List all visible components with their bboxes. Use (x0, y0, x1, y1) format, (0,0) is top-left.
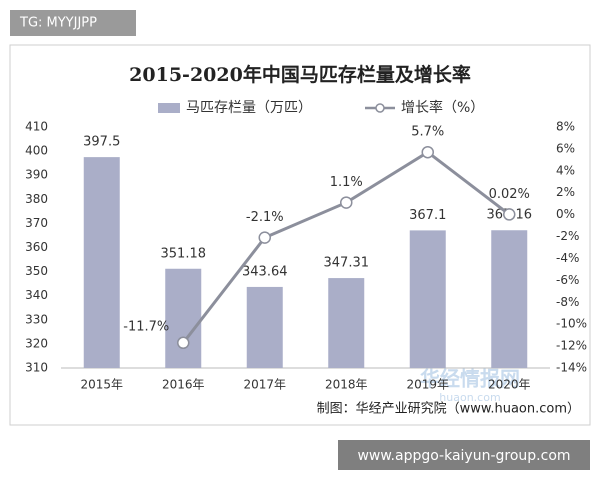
x-tick-label: 2020年 (488, 378, 531, 392)
line-marker (503, 208, 516, 221)
x-tick-label: 2017年 (243, 378, 286, 392)
bar-value-label: 351.18 (161, 246, 207, 261)
line-value-label: 5.7% (411, 125, 444, 140)
line-marker (421, 145, 434, 159)
y-tick-label: 380 (25, 192, 48, 206)
y-tick-label: 350 (25, 264, 48, 278)
y-tick-label: 410 (25, 120, 48, 134)
line-value-label: 1.1% (330, 175, 363, 190)
x-tick-label: 2016年 (162, 378, 205, 392)
tag-box (10, 10, 136, 36)
chart-title: 2015-2020年中国马匹存栏量及增长率 (129, 63, 471, 86)
line-value-label: -11.7% (123, 319, 169, 334)
y2-tick-label: -2% (556, 229, 579, 243)
y2-tick-label: -12% (556, 339, 587, 353)
bar (328, 278, 365, 368)
y2-tick-label: -4% (556, 251, 579, 265)
y2-tick-label: 0% (556, 207, 575, 221)
bar-value-label: 397.5 (83, 135, 120, 150)
line-marker (258, 231, 271, 244)
bar (246, 286, 283, 368)
bar (491, 230, 528, 368)
legend-label: 马匹存栏量（万匹） (186, 100, 312, 116)
y-tick-label: 400 (25, 144, 48, 158)
x-tick-label: 2019年 (406, 378, 449, 392)
line-value-label: -2.1% (246, 210, 284, 225)
legend-label: 增长率（%） (401, 99, 484, 116)
y2-tick-label: -6% (556, 273, 579, 287)
y-tick-label: 340 (25, 288, 48, 302)
y-tick-label: 310 (25, 361, 48, 375)
bar-value-label: 347.31 (324, 256, 370, 271)
y2-tick-label: 2% (556, 185, 575, 199)
y2-tick-label: -14% (556, 361, 587, 375)
y-tick-label: 320 (25, 336, 48, 350)
y-tick-label: 330 (25, 312, 48, 326)
source: 制图：华经产业研究院（www.huaon.com） (317, 402, 580, 417)
bar (83, 157, 120, 368)
url-box (338, 440, 590, 470)
url-text: www.appgo-kaiyun-group.com (357, 448, 570, 464)
bar-value-label: 343.64 (242, 264, 288, 279)
line-marker (177, 336, 190, 350)
y-tick-label: 360 (25, 240, 48, 254)
legend-swatch (158, 103, 180, 113)
y2-tick-label: -8% (556, 295, 579, 309)
line-marker (340, 196, 353, 209)
tag-text: TG: MYYJJPP (19, 16, 97, 31)
y2-tick-label: 6% (556, 141, 575, 155)
y2-tick-label: -10% (556, 317, 587, 331)
bar (165, 268, 202, 368)
watermark: 华经情报网 (420, 367, 520, 391)
bar (409, 230, 446, 368)
bar-value-label: 367.1 (409, 208, 446, 223)
watermark-sub: huaon.com (439, 391, 500, 404)
line-value-label: 0.02% (489, 187, 530, 202)
y2-tick-label: 4% (556, 163, 575, 177)
y-tick-label: 370 (25, 216, 48, 230)
y-tick-label: 390 (25, 168, 48, 182)
legend-marker (375, 103, 385, 113)
x-tick-label: 2015年 (80, 378, 123, 392)
y2-tick-label: 8% (556, 120, 575, 134)
x-tick-label: 2018年 (325, 378, 368, 392)
